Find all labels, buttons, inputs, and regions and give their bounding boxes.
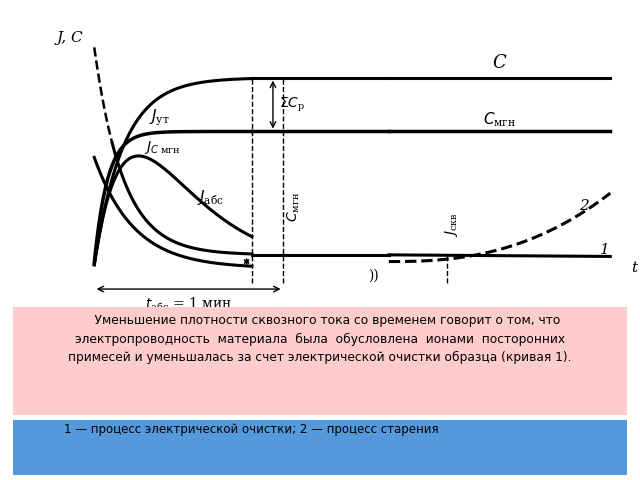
Text: t: t	[631, 261, 637, 276]
Text: )): ))	[368, 269, 378, 283]
Text: Уменьшение плотности сквозного тока со временем говорит о том, что
электропровод: Уменьшение плотности сквозного тока со в…	[68, 314, 572, 364]
Text: $J_{\mathregular{ут}}$: $J_{\mathregular{ут}}$	[149, 108, 170, 129]
Text: $J_{\mathregular{абс}}$: $J_{\mathregular{абс}}$	[196, 188, 224, 207]
Text: C: C	[493, 54, 506, 72]
Text: 1 — процесс электрической очистки; 2 — процесс старения: 1 — процесс электрической очистки; 2 — п…	[64, 423, 438, 436]
Text: $\Sigma C_{\mathregular{р}}$: $\Sigma C_{\mathregular{р}}$	[279, 96, 305, 114]
Text: Cмгн — вклад в емкость мгновенных механизмов поляризации,: Cмгн — вклад в емкость мгновенных механи…	[64, 419, 466, 432]
Text: $t_{\mathregular{абс}}$ = 1 мин: $t_{\mathregular{абс}}$ = 1 мин	[145, 295, 232, 312]
Text: $C_{\mathregular{мгн}}$: $C_{\mathregular{мгн}}$	[483, 110, 516, 129]
Text: $C_{\mathregular{мгн}}$: $C_{\mathregular{мгн}}$	[286, 192, 302, 222]
Text: $J_{C\mathregular{\ мгн}}$: $J_{C\mathregular{\ мгн}}$	[144, 139, 181, 156]
Text: 1: 1	[600, 243, 609, 257]
Text: $J_{\mathregular{скв}}$: $J_{\mathregular{скв}}$	[443, 212, 460, 237]
Text: 2: 2	[579, 199, 588, 213]
Text: J, C: J, C	[57, 31, 83, 45]
